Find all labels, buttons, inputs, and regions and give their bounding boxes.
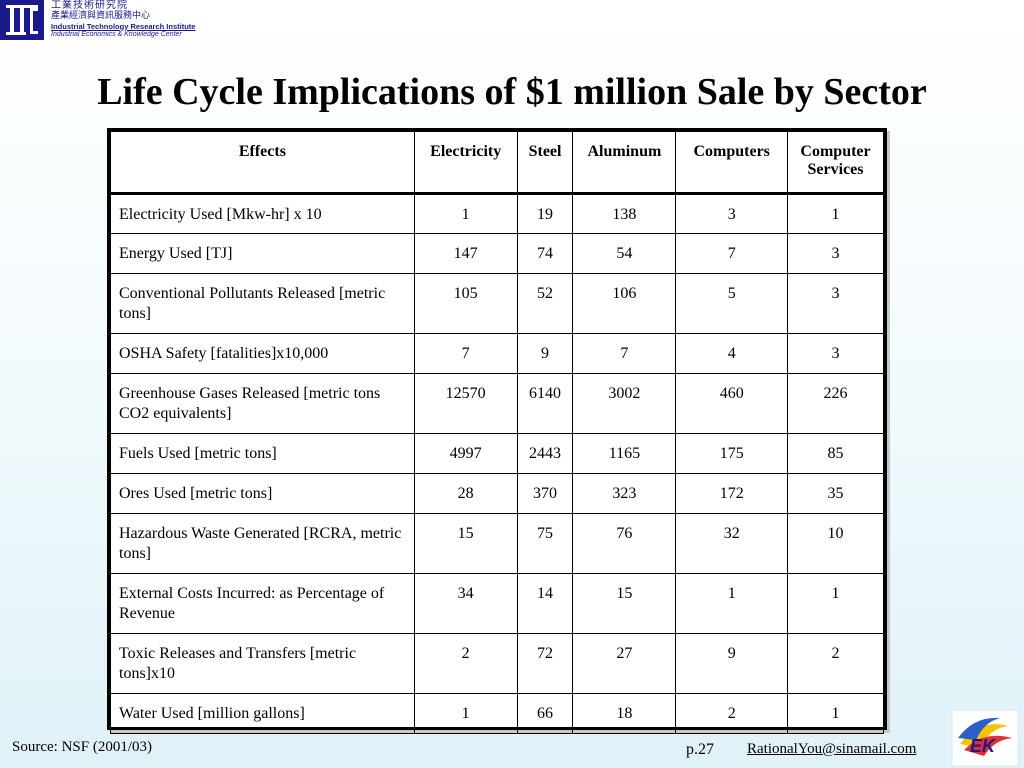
email-link[interactable]: RationalYou@sinamail.com: [747, 741, 917, 757]
effects-table: Effects Electricity Steel Aluminum Compu…: [110, 131, 884, 734]
table-cell: 3: [787, 333, 884, 374]
org-name-en-1: Industrial Technology Research Institute: [51, 21, 196, 31]
effect-label: Ores Used [metric tons]: [110, 473, 415, 514]
table-cell: 85: [787, 433, 884, 474]
table-cell: 3: [787, 273, 884, 334]
source-note: Source: NSF (2001/03): [12, 739, 152, 755]
table-cell: 52: [516, 273, 574, 334]
page-number: p.27: [686, 741, 714, 758]
table-cell: 2443: [516, 433, 574, 474]
effect-label: Energy Used [TJ]: [110, 233, 415, 274]
table-cell: 3: [787, 233, 884, 274]
table-row: OSHA Safety [fatalities]x10,000 7 9 7 4 …: [110, 333, 884, 374]
table-cell: 9: [675, 633, 789, 694]
table-cell: 4: [675, 333, 789, 374]
table-cell: 2: [675, 693, 789, 734]
table-cell: 323: [572, 473, 677, 514]
table-cell: 5: [675, 273, 789, 334]
table-cell: 106: [572, 273, 677, 334]
table-row: Fuels Used [metric tons] 4997 2443 1165 …: [110, 433, 884, 474]
table-cell: 1: [787, 693, 884, 734]
table-cell: 74: [516, 233, 574, 274]
effect-label: Water Used [million gallons]: [110, 693, 415, 734]
org-name-en-2: Industrial Economics & Knowledge Center: [51, 30, 182, 38]
column-header: Computers: [675, 131, 789, 195]
column-header: Computer Services: [787, 131, 884, 195]
effects-table-container: Effects Electricity Steel Aluminum Compu…: [107, 128, 887, 734]
table-cell: 10: [787, 513, 884, 574]
table-cell: 19: [516, 193, 574, 234]
slide-title: Life Cycle Implications of $1 million Sa…: [97, 71, 927, 113]
table-cell: 28: [413, 473, 518, 514]
table-row: Greenhouse Gases Released [metric tons C…: [110, 373, 884, 434]
effect-label: Greenhouse Gases Released [metric tons C…: [110, 373, 415, 434]
column-header: Aluminum: [572, 131, 677, 195]
org-name-zh-1: 工業技術研究院: [51, 0, 128, 11]
table-cell: 66: [516, 693, 574, 734]
table-cell: 1: [413, 193, 518, 234]
table-cell: 35: [787, 473, 884, 514]
effect-label: Fuels Used [metric tons]: [110, 433, 415, 474]
table-cell: 1: [413, 693, 518, 734]
svg-text:EK: EK: [970, 736, 997, 756]
table-cell: 460: [675, 373, 789, 434]
table-cell: 226: [787, 373, 884, 434]
table-cell: 18: [572, 693, 677, 734]
column-header: Electricity: [413, 131, 518, 195]
org-name-zh-2: 產業經濟與資訊服務中心: [51, 10, 151, 21]
table-cell: 2: [787, 633, 884, 694]
table-row: Ores Used [metric tons] 28 370 323 172 3…: [110, 473, 884, 514]
table-cell: 3002: [572, 373, 677, 434]
table-row: Energy Used [TJ] 147 74 54 7 3: [110, 233, 884, 274]
table-cell: 1165: [572, 433, 677, 474]
table-cell: 15: [413, 513, 518, 574]
table-row: External Costs Incurred: as Percentage o…: [110, 573, 884, 634]
table-cell: 72: [516, 633, 574, 694]
itri-logo-icon: [0, 0, 44, 40]
table-row: Electricity Used [Mkw-hr] x 10 1 19 138 …: [110, 193, 884, 234]
table-cell: 75: [516, 513, 574, 574]
table-cell: 105: [413, 273, 518, 334]
effect-label: OSHA Safety [fatalities]x10,000: [110, 333, 415, 374]
table-cell: 1: [787, 193, 884, 234]
table-cell: 1: [787, 573, 884, 634]
table-cell: 7: [572, 333, 677, 374]
table-cell: 34: [413, 573, 518, 634]
column-header: Effects: [110, 131, 415, 195]
table-cell: 32: [675, 513, 789, 574]
table-cell: 15: [572, 573, 677, 634]
table-row: Hazardous Waste Generated [RCRA, metric …: [110, 513, 884, 574]
effect-label: Conventional Pollutants Released [metric…: [110, 273, 415, 334]
table-cell: 175: [675, 433, 789, 474]
table-cell: 76: [572, 513, 677, 574]
table-cell: 138: [572, 193, 677, 234]
effect-label: Electricity Used [Mkw-hr] x 10: [110, 193, 415, 234]
table-cell: 14: [516, 573, 574, 634]
table-cell: 172: [675, 473, 789, 514]
table-row: Toxic Releases and Transfers [metric ton…: [110, 633, 884, 694]
column-header: Steel: [516, 131, 574, 195]
table-cell: 27: [572, 633, 677, 694]
table-cell: 147: [413, 233, 518, 274]
table-row: Water Used [million gallons] 1 66 18 2 1: [110, 693, 884, 734]
table-cell: 370: [516, 473, 574, 514]
table-cell: 2: [413, 633, 518, 694]
table-cell: 1: [675, 573, 789, 634]
table-cell: 6140: [516, 373, 574, 434]
table-cell: 3: [675, 193, 789, 234]
org-name-block: 工業技術研究院 產業經濟與資訊服務中心 Industrial Technolog…: [51, 0, 196, 38]
effect-label: Toxic Releases and Transfers [metric ton…: [110, 633, 415, 694]
table-cell: 7: [675, 233, 789, 274]
effect-label: Hazardous Waste Generated [RCRA, metric …: [110, 513, 415, 574]
table-cell: 4997: [413, 433, 518, 474]
table-cell: 12570: [413, 373, 518, 434]
table-header-row: Effects Electricity Steel Aluminum Compu…: [110, 131, 884, 195]
table-row: Conventional Pollutants Released [metric…: [110, 273, 884, 334]
table-cell: 54: [572, 233, 677, 274]
effect-label: External Costs Incurred: as Percentage o…: [110, 573, 415, 634]
table-cell: 9: [516, 333, 574, 374]
iek-badge-icon: EK: [951, 709, 1019, 767]
table-cell: 7: [413, 333, 518, 374]
